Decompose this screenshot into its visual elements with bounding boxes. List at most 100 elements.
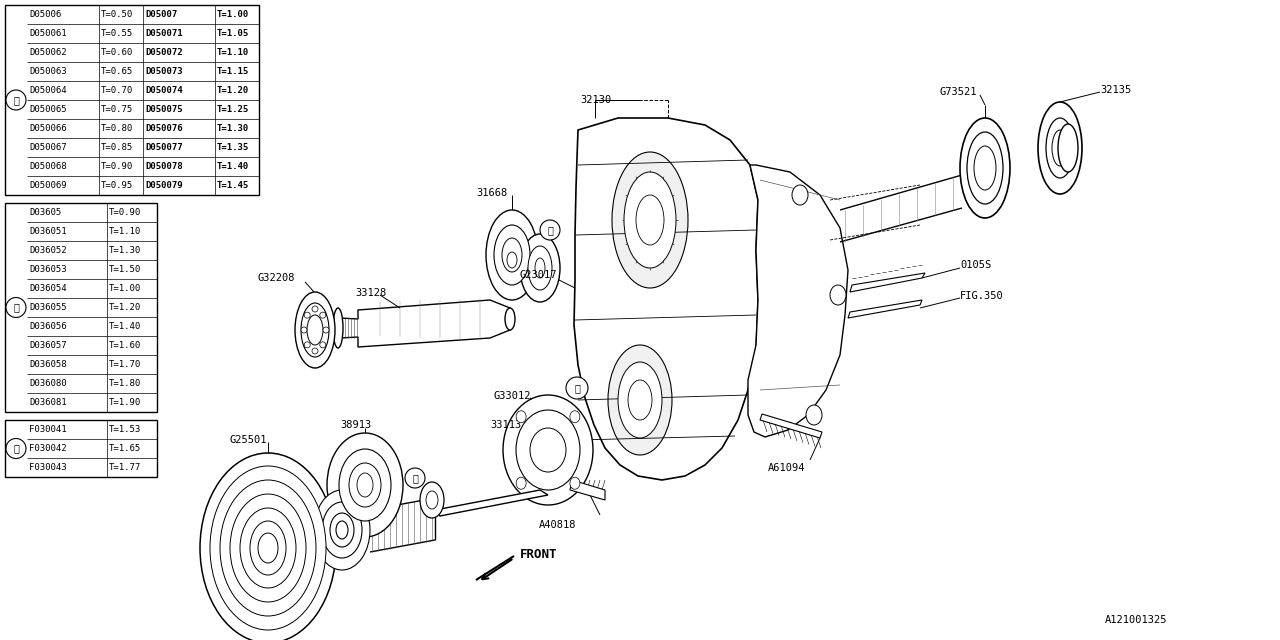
Ellipse shape (570, 477, 580, 489)
Text: D036051: D036051 (29, 227, 67, 236)
Text: ②: ② (13, 303, 19, 312)
Ellipse shape (806, 405, 822, 425)
Text: T=0.70: T=0.70 (101, 86, 133, 95)
Text: D050066: D050066 (29, 124, 67, 133)
Ellipse shape (6, 438, 26, 458)
Ellipse shape (535, 258, 545, 278)
Text: T=1.20: T=1.20 (218, 86, 250, 95)
Text: FRONT: FRONT (520, 548, 558, 561)
Ellipse shape (516, 477, 526, 489)
Text: ②: ② (412, 473, 419, 483)
Ellipse shape (1038, 102, 1082, 194)
Text: D050079: D050079 (145, 181, 183, 190)
Text: T=0.60: T=0.60 (101, 48, 133, 57)
Ellipse shape (305, 342, 310, 348)
Ellipse shape (792, 185, 808, 205)
Polygon shape (570, 480, 605, 500)
Text: 32130: 32130 (580, 95, 612, 105)
Text: D050063: D050063 (29, 67, 67, 76)
Text: A61094: A61094 (768, 463, 805, 473)
Ellipse shape (570, 411, 580, 423)
Ellipse shape (636, 195, 664, 245)
Text: T=1.70: T=1.70 (109, 360, 141, 369)
Ellipse shape (507, 252, 517, 268)
Ellipse shape (520, 234, 561, 302)
Ellipse shape (829, 285, 846, 305)
Text: 33128: 33128 (355, 288, 387, 298)
Ellipse shape (335, 521, 348, 539)
Text: T=1.40: T=1.40 (109, 322, 141, 331)
Polygon shape (338, 300, 509, 348)
Ellipse shape (506, 308, 515, 330)
Text: D050065: D050065 (29, 105, 67, 114)
Ellipse shape (241, 508, 296, 588)
Bar (5, 5, 259, 195)
Text: T=0.90: T=0.90 (101, 162, 133, 171)
Text: T=1.00: T=1.00 (218, 10, 250, 19)
Text: T=1.77: T=1.77 (109, 463, 141, 472)
Text: D050061: D050061 (29, 29, 67, 38)
Ellipse shape (566, 377, 588, 399)
Text: T=0.80: T=0.80 (101, 124, 133, 133)
Ellipse shape (349, 463, 381, 507)
Ellipse shape (330, 513, 355, 547)
Ellipse shape (323, 327, 329, 333)
Ellipse shape (516, 411, 526, 423)
Ellipse shape (966, 132, 1004, 204)
Ellipse shape (6, 298, 26, 317)
Text: 38913: 38913 (340, 420, 371, 430)
Text: F030042: F030042 (29, 444, 67, 453)
Text: G25501: G25501 (230, 435, 268, 445)
Ellipse shape (320, 342, 326, 348)
Text: T=1.20: T=1.20 (109, 303, 141, 312)
Ellipse shape (305, 312, 310, 318)
Text: T=1.25: T=1.25 (218, 105, 250, 114)
Ellipse shape (312, 348, 317, 354)
Ellipse shape (230, 494, 306, 602)
Text: T=0.50: T=0.50 (101, 10, 133, 19)
Text: T=1.65: T=1.65 (109, 444, 141, 453)
Text: G32208: G32208 (259, 273, 296, 283)
Text: D036056: D036056 (29, 322, 67, 331)
Text: D050071: D050071 (145, 29, 183, 38)
Text: T=1.80: T=1.80 (109, 379, 141, 388)
Text: G33012: G33012 (493, 391, 530, 401)
Text: D03605: D03605 (29, 208, 61, 217)
Text: D036053: D036053 (29, 265, 67, 274)
Text: T=0.65: T=0.65 (101, 67, 133, 76)
Text: 33113: 33113 (490, 420, 521, 430)
Text: D036052: D036052 (29, 246, 67, 255)
Ellipse shape (326, 433, 403, 537)
Ellipse shape (294, 292, 335, 368)
Bar (5, 420, 157, 477)
Text: T=1.10: T=1.10 (218, 48, 250, 57)
Text: T=1.10: T=1.10 (109, 227, 141, 236)
Ellipse shape (420, 482, 444, 518)
Ellipse shape (530, 428, 566, 472)
Text: T=1.15: T=1.15 (218, 67, 250, 76)
Text: T=0.95: T=0.95 (101, 181, 133, 190)
Text: D050064: D050064 (29, 86, 67, 95)
Ellipse shape (259, 533, 278, 563)
Text: T=1.05: T=1.05 (218, 29, 250, 38)
Text: T=1.40: T=1.40 (218, 162, 250, 171)
Ellipse shape (1059, 124, 1078, 172)
Ellipse shape (608, 345, 672, 455)
Text: T=0.85: T=0.85 (101, 143, 133, 152)
Ellipse shape (426, 491, 438, 509)
Ellipse shape (612, 152, 689, 288)
Text: D05006: D05006 (29, 10, 61, 19)
Text: D050077: D050077 (145, 143, 183, 152)
Ellipse shape (339, 449, 390, 521)
Text: 0105S: 0105S (960, 260, 991, 270)
Ellipse shape (404, 468, 425, 488)
Ellipse shape (625, 172, 676, 268)
Ellipse shape (320, 312, 326, 318)
Ellipse shape (628, 380, 652, 420)
Text: D050072: D050072 (145, 48, 183, 57)
Text: ①: ① (13, 95, 19, 105)
Text: G73521: G73521 (940, 87, 978, 97)
Text: D050073: D050073 (145, 67, 183, 76)
Text: D050075: D050075 (145, 105, 183, 114)
Ellipse shape (200, 453, 335, 640)
